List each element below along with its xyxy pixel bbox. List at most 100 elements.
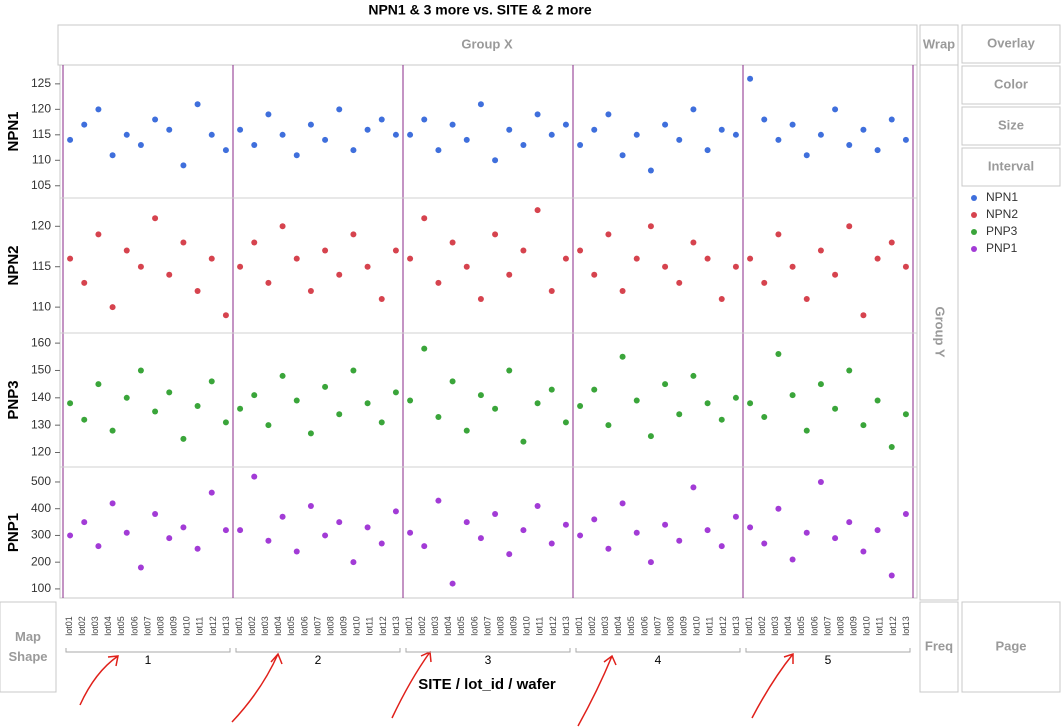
point (761, 540, 768, 547)
lot-label: lot05 (626, 616, 636, 636)
lot-label: lot04 (783, 616, 793, 636)
point (548, 287, 555, 294)
legend-label: NPN2 (986, 207, 1018, 221)
point (846, 223, 853, 230)
point (293, 255, 300, 262)
lot-label: lot09 (849, 616, 859, 636)
point (789, 263, 796, 270)
point (732, 513, 739, 520)
point (860, 548, 867, 555)
point (449, 239, 456, 246)
point (435, 279, 442, 286)
point (676, 279, 683, 286)
plot-frame (59, 64, 918, 599)
point (633, 255, 640, 262)
point (775, 136, 782, 143)
overlay-zone[interactable] (961, 24, 1061, 64)
point (463, 263, 470, 270)
color-zone[interactable] (961, 65, 1061, 105)
point (860, 126, 867, 133)
lot-label: lot12 (718, 616, 728, 636)
point (392, 247, 399, 254)
point (562, 521, 569, 528)
point (888, 239, 895, 246)
point (789, 121, 796, 128)
point (662, 263, 669, 270)
lot-label: lot07 (312, 616, 322, 636)
wrap-zone[interactable] (919, 24, 959, 66)
point (902, 263, 909, 270)
point (591, 271, 598, 278)
point (279, 223, 286, 230)
lot-label: lot11 (535, 617, 545, 636)
legend-swatch (971, 246, 977, 252)
point (704, 400, 711, 407)
freq-zone[interactable] (919, 601, 959, 693)
lot-label: lot01 (744, 616, 754, 636)
point (237, 126, 244, 133)
point (902, 411, 909, 418)
point (789, 392, 796, 399)
point (208, 255, 215, 262)
point (251, 239, 258, 246)
page-zone[interactable] (961, 601, 1061, 693)
group-x-zone[interactable] (57, 24, 918, 66)
point (237, 527, 244, 534)
point (350, 147, 357, 154)
point (633, 131, 640, 138)
point (208, 131, 215, 138)
point (166, 535, 173, 542)
point (577, 532, 584, 539)
point (676, 136, 683, 143)
lot-label: lot13 (731, 616, 741, 636)
point (591, 386, 598, 393)
point (364, 524, 371, 531)
point (293, 397, 300, 404)
site-label: 4 (655, 653, 662, 667)
point (704, 527, 711, 534)
lot-label: lot03 (90, 616, 100, 636)
size-zone[interactable] (961, 106, 1061, 146)
point (832, 106, 839, 113)
point (902, 136, 909, 143)
point (647, 559, 654, 566)
point (237, 405, 244, 412)
point (520, 527, 527, 534)
group-y-zone[interactable] (919, 64, 959, 601)
point (152, 408, 159, 415)
point (449, 378, 456, 385)
point (180, 162, 187, 169)
point (95, 543, 102, 550)
point (577, 142, 584, 149)
y-tick-label: 105 (31, 178, 51, 192)
chart-title: NPN1 & 3 more vs. SITE & 2 more (368, 2, 592, 18)
point (265, 111, 272, 118)
map-shape-zone[interactable] (0, 601, 57, 693)
point (194, 101, 201, 108)
point (194, 287, 201, 294)
point (534, 400, 541, 407)
y-tick-label: 200 (31, 554, 51, 568)
point (647, 433, 654, 440)
lot-label: lot12 (888, 616, 898, 636)
y-tick-label: 140 (31, 390, 51, 404)
point (506, 271, 513, 278)
point (421, 543, 428, 550)
point (265, 537, 272, 544)
annotation-arrows (79, 650, 794, 727)
interval-zone[interactable] (961, 147, 1061, 187)
point (81, 279, 88, 286)
point (322, 136, 329, 143)
lot-label: lot11 (195, 617, 205, 636)
point (874, 147, 881, 154)
point (506, 367, 513, 374)
lot-label: lot10 (692, 616, 702, 636)
lot-label: lot12 (548, 616, 558, 636)
lot-label: lot13 (561, 616, 571, 636)
point (704, 147, 711, 154)
point (194, 545, 201, 552)
point (690, 484, 697, 491)
y-tick-label: 120 (31, 445, 51, 459)
point (166, 126, 173, 133)
